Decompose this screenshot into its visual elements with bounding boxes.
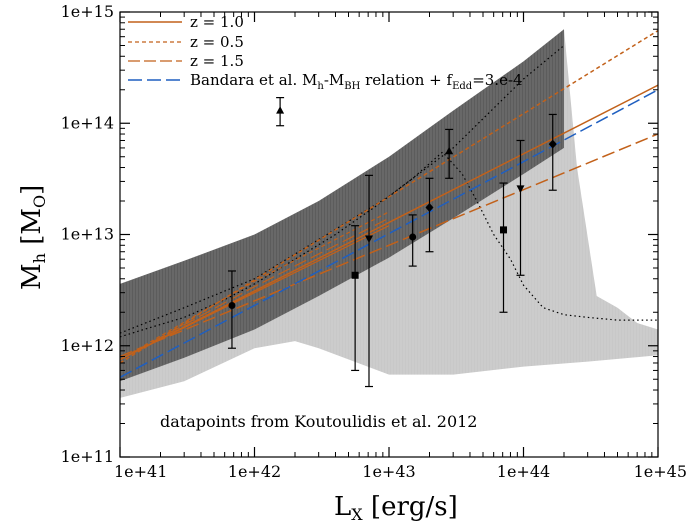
model-line-segment (120, 217, 390, 361)
datapoint-4 (408, 214, 417, 267)
band-hatch (121, 12, 657, 457)
model-line-segment (120, 211, 390, 361)
datapoint-0 (227, 270, 236, 349)
series-line-3 (120, 89, 658, 378)
datapoint-9 (548, 113, 557, 191)
marker-square (499, 226, 507, 234)
y-tick-label: 1e+11 (61, 447, 114, 466)
legend-label-z15: z = 1.5 (190, 52, 244, 70)
marker-square (351, 271, 359, 279)
y-tick-label: 1e+12 (61, 336, 114, 355)
marker-triangle-up (276, 106, 285, 114)
datapoints-layer (227, 97, 557, 388)
legend-label-z05: z = 0.5 (190, 33, 244, 51)
y-tick-label: 1e+15 (61, 2, 114, 21)
datapoint-8 (516, 139, 525, 276)
marker-diamond (425, 202, 434, 212)
legend-label-z1: z = 1.0 (190, 13, 244, 31)
axis-ticks (119, 11, 659, 458)
series-line-1 (120, 29, 658, 364)
marker-triangle-down (516, 185, 525, 193)
y-tick-label: 1e+13 (61, 225, 114, 244)
x-tick-label: 1e+42 (228, 462, 281, 481)
datapoint-2 (351, 225, 360, 372)
series-layer (120, 29, 658, 378)
series-line-0 (120, 84, 658, 361)
marker-triangle-up (445, 146, 454, 155)
datapoint-3 (364, 174, 373, 388)
marker-circle (409, 233, 417, 241)
legend: z = 1.0 z = 0.5 z = 1.5 Bandara et al. M… (128, 13, 523, 92)
datapoint-6 (445, 128, 454, 179)
x-tick-label: 1e+45 (634, 462, 687, 481)
x-tick-label: 1e+43 (362, 462, 415, 481)
tick-labels: 1e+41 1e+42 1e+43 1e+44 1e+45 1e+11 1e+12 1e+13… (61, 2, 687, 481)
marker-triangle-down (364, 235, 373, 244)
x-axis-label: LX [erg/s] (334, 492, 458, 524)
x-tick-label: 1e+44 (497, 462, 550, 481)
y-axis-label: Mh [MO] (17, 185, 49, 290)
x-tick-label: 1e+41 (114, 462, 167, 481)
series-line-2 (120, 133, 658, 358)
datapoint-7 (499, 182, 508, 313)
y-tick-label: 1e+14 (61, 113, 114, 132)
dark-band (120, 29, 564, 382)
marker-circle (228, 302, 236, 310)
annotation-datapoints-source: datapoints from Koutoulidis et al. 2012 (160, 412, 477, 431)
legend-label-bandara: Bandara et al. Mh-MBH relation + fEdd=3.… (190, 71, 523, 92)
marker-diamond (548, 139, 557, 149)
datapoint-5 (425, 177, 434, 253)
datapoint-1 (276, 97, 285, 127)
